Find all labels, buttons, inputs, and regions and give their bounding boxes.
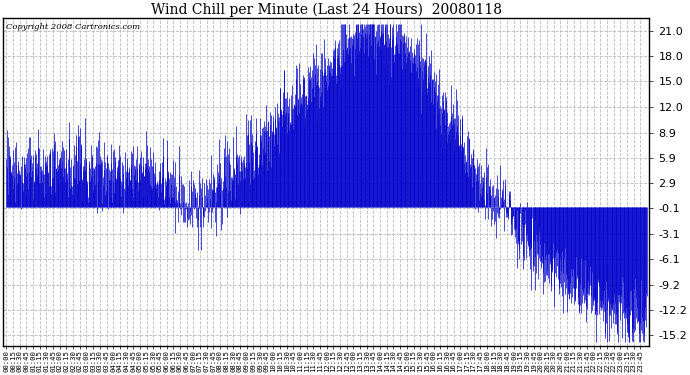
Title: Wind Chill per Minute (Last 24 Hours)  20080118: Wind Chill per Minute (Last 24 Hours) 20… xyxy=(150,3,502,17)
Text: Copyright 2008 Cartronics.com: Copyright 2008 Cartronics.com xyxy=(6,23,140,31)
